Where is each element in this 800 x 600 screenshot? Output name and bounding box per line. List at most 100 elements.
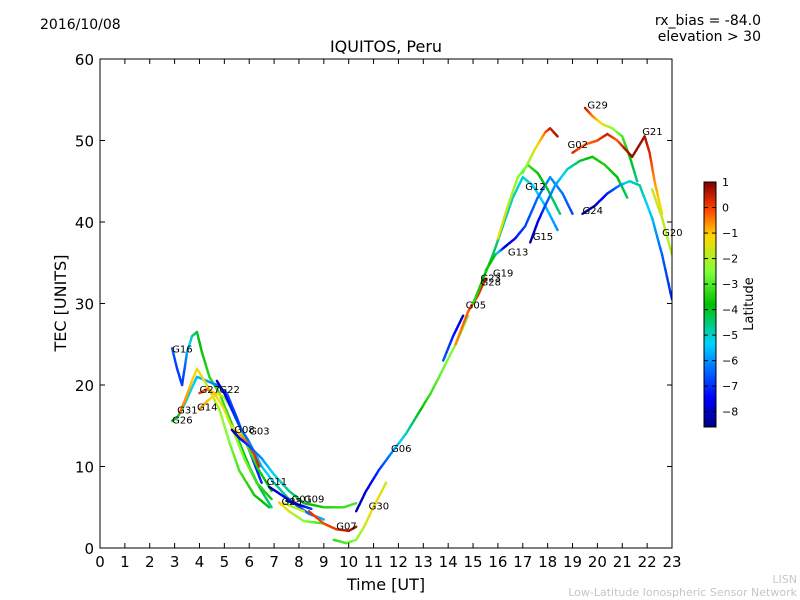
sat-label-g23: G23: [282, 497, 302, 508]
colorbar-tick-label: 1: [722, 176, 729, 189]
x-tick-label: 19: [563, 553, 582, 571]
x-tick-label: 3: [170, 553, 180, 571]
colorbar-tick-label: 0: [722, 202, 729, 215]
colorbar-tick-label: −3: [722, 278, 738, 291]
sat-label-g19: G19: [493, 269, 513, 280]
trace-segment: [265, 504, 271, 509]
series-g23: [277, 501, 325, 525]
series-g29: [583, 106, 639, 183]
x-tick-label: 14: [439, 553, 458, 571]
sat-label-g12: G12: [525, 182, 545, 193]
x-tick-label: 4: [195, 553, 205, 571]
x-tick-label: 15: [463, 553, 482, 571]
x-tick-label: 0: [95, 553, 105, 571]
trace-segment: [634, 175, 639, 183]
trace-segment: [659, 207, 664, 216]
x-tick-label: 17: [513, 553, 532, 571]
x-tick-label: 20: [588, 553, 607, 571]
y-tick-label: 0: [84, 540, 94, 558]
colorbar-label: Latitude: [742, 277, 757, 331]
y-tick-label: 20: [75, 377, 94, 395]
sat-label-g28: G28: [481, 278, 501, 289]
trace-segment: [352, 502, 358, 506]
series-g13: [484, 175, 574, 273]
x-tick-label: 6: [244, 553, 254, 571]
sat-label-g29: G29: [587, 101, 607, 112]
trace-segment: [662, 260, 667, 271]
series-g12: [496, 163, 562, 240]
trace-segment: [667, 283, 672, 294]
series-g06: [355, 314, 470, 513]
colorbar-tick-label: −1: [722, 227, 738, 240]
credit-network: Low-Latitude Ionospheric Sensor Network: [568, 586, 797, 599]
series-g15: [529, 155, 629, 244]
colorbar: [703, 181, 717, 428]
sat-label-g02: G02: [568, 140, 588, 151]
trace-segment: [554, 224, 559, 232]
x-tick-label: 9: [319, 553, 329, 571]
trace-segment: [382, 481, 388, 489]
trace-segment: [664, 268, 669, 279]
sat-label-g26: G26: [172, 415, 192, 426]
series-g05: [442, 314, 465, 362]
sat-label-g14: G14: [197, 402, 217, 413]
series-g27: [198, 387, 273, 501]
x-tick-label: 23: [662, 553, 681, 571]
colorbar-tick-label: −8: [722, 406, 738, 419]
x-tick-label: 21: [613, 553, 632, 571]
x-tick-label: 18: [538, 553, 557, 571]
series-g01: [282, 502, 306, 513]
colorbar-tick-label: −5: [722, 329, 738, 342]
chart-title: IQUITOS, Peru: [330, 37, 442, 56]
x-tick-label: 5: [220, 553, 230, 571]
series-g30: [332, 481, 388, 545]
x-tick-label: 16: [488, 553, 507, 571]
colorbar-ticks: 1 0 −1 −2 −3 −4 −5 −6 −7 −8: [704, 176, 738, 419]
colorbar-tick-label: −4: [722, 304, 738, 317]
y-axis: 0 10 20 30 40 50 60: [75, 51, 672, 558]
x-tick-label: 1: [120, 553, 130, 571]
sat-label-g08: G08: [234, 425, 254, 436]
sat-label-g05: G05: [466, 300, 486, 311]
trace-segment: [353, 525, 358, 529]
series-g16: [170, 330, 273, 509]
x-tick-label: 12: [389, 553, 408, 571]
series-g03: [230, 428, 358, 509]
trace-segment: [267, 495, 273, 501]
sat-label-g13: G13: [508, 247, 528, 258]
x-tick-label: 22: [638, 553, 657, 571]
series-g07: [307, 510, 358, 533]
series-g31: [178, 367, 271, 509]
trace-segment: [665, 275, 670, 286]
y-tick-label: 40: [75, 214, 94, 232]
x-tick-label: 13: [414, 553, 433, 571]
trace-segment: [569, 209, 574, 216]
colorbar-tick-label: −2: [722, 253, 738, 266]
x-tick-label: 8: [294, 553, 304, 571]
sat-label-g01: G01: [292, 494, 312, 505]
trace-segment: [460, 314, 465, 321]
trace-segment: [624, 192, 629, 199]
sat-label-g06: G06: [391, 444, 411, 455]
sat-label-g07: G07: [336, 521, 356, 532]
x-tick-label: 7: [269, 553, 279, 571]
trace-segment: [556, 208, 562, 216]
x-axis: 0 1 2 3 4 5 6 7 8 9 10 11 12 13 14 15 16 17 18 19 20 21 22 23: [95, 59, 682, 571]
sat-label-g27: G27: [200, 385, 220, 396]
sat-label-g30: G30: [369, 502, 389, 513]
sat-label-g15: G15: [533, 232, 553, 243]
y-tick-label: 50: [75, 133, 94, 151]
trace-segment: [660, 253, 665, 264]
series-g02: [521, 127, 559, 175]
plot-frame: [99, 58, 673, 549]
sat-label-g09: G09: [304, 494, 324, 505]
colorbar-tick-label: −6: [722, 355, 738, 368]
sat-label-g31: G31: [177, 406, 197, 417]
colorbar-tick-label: −7: [722, 380, 738, 393]
sat-label-g23: G23: [481, 274, 501, 285]
x-tick-label: 11: [364, 553, 383, 571]
trace-segment: [464, 314, 470, 322]
series-g09: [285, 499, 313, 511]
trace-segment: [483, 277, 487, 283]
